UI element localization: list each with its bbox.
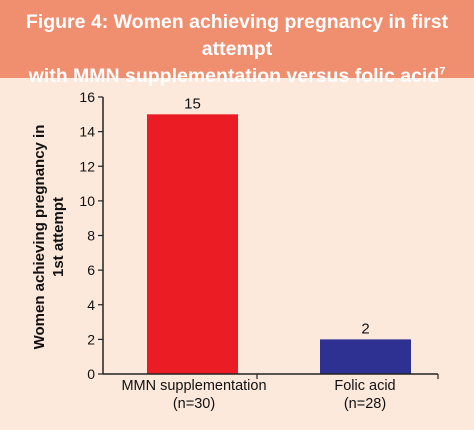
bar-1: [320, 339, 411, 374]
y-tick-label-16: 16: [79, 89, 95, 105]
category-label-mmn-line-2: (n=30): [172, 396, 216, 412]
category-label-folic-acid-line-1: Folic acid: [334, 378, 396, 394]
y-tick-label-0: 0: [87, 366, 95, 382]
y-tick-label-6: 6: [87, 262, 95, 278]
title-line-2-text: with MMN supplementation versus folic ac…: [28, 65, 440, 87]
data-label-0: 15: [184, 95, 201, 112]
title-banner: Figure 4: Women achieving pregnancy in f…: [0, 0, 474, 87]
y-tick-label-8: 8: [87, 228, 95, 244]
chart-title: Figure 4: Women achieving pregnancy in f…: [0, 9, 474, 90]
y-tick-label-12: 12: [79, 158, 95, 174]
title-line-2: with MMN supplementation versus folic ac…: [0, 63, 474, 90]
title-footnote: 7: [439, 65, 446, 78]
category-label-folic-acid: Folic acid (n=28): [265, 377, 465, 413]
data-label-1: 2: [361, 320, 369, 337]
title-line-1: Figure 4: Women achieving pregnancy in f…: [25, 11, 449, 60]
y-tick-label-4: 4: [87, 297, 95, 313]
category-label-mmn-line-1: MMN supplementation: [121, 378, 267, 394]
bar-0: [147, 114, 238, 374]
y-tick-label-14: 14: [79, 124, 95, 140]
y-tick-label-2: 2: [87, 331, 95, 347]
category-label-mmn: MMN supplementation (n=30): [94, 377, 294, 413]
category-label-folic-acid-line-2: (n=28): [343, 396, 387, 412]
y-tick-label-10: 10: [79, 193, 95, 209]
